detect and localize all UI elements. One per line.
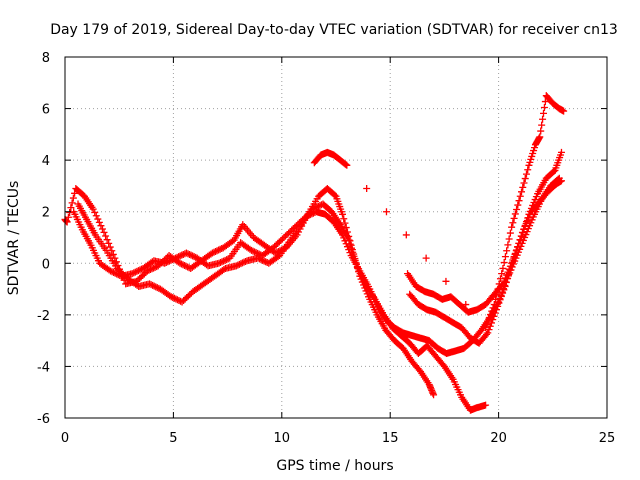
- x-tick-label: 10: [274, 431, 291, 446]
- y-axis-label: SDTVAR / TECUs: [6, 181, 22, 296]
- x-tick-label: 15: [382, 431, 399, 446]
- x-axis-label: GPS time / hours: [276, 458, 393, 474]
- point-markers: [404, 148, 565, 316]
- chart-title: Day 179 of 2019, Sidereal Day-to-day VTE…: [50, 22, 618, 38]
- grid: [65, 57, 607, 418]
- y-tick-label: -4: [37, 360, 50, 375]
- series-track-e: [406, 177, 565, 347]
- y-tick-label: 8: [42, 51, 50, 66]
- y-tick-label: 2: [42, 206, 50, 221]
- point-markers: [310, 92, 568, 332]
- series-track-f: [310, 92, 568, 332]
- y-tick-label: 0: [42, 257, 50, 272]
- y-tick-label: -2: [37, 309, 50, 324]
- axis-ticks: 0 5 10 15 20 25 -6 -4 -2 0 2 4 6 8: [37, 51, 615, 446]
- y-tick-label: -6: [37, 412, 50, 427]
- y-tick-label: 6: [42, 103, 50, 118]
- data-points: [61, 92, 568, 414]
- x-tick-label: 5: [169, 431, 177, 446]
- x-tick-label: 25: [599, 431, 616, 446]
- x-tick-label: 0: [61, 431, 69, 446]
- series-track-d: [404, 148, 565, 316]
- plot-frame: [64, 56, 608, 419]
- point-markers: [406, 177, 565, 347]
- x-tick-label: 20: [490, 431, 507, 446]
- y-tick-label: 4: [42, 154, 50, 169]
